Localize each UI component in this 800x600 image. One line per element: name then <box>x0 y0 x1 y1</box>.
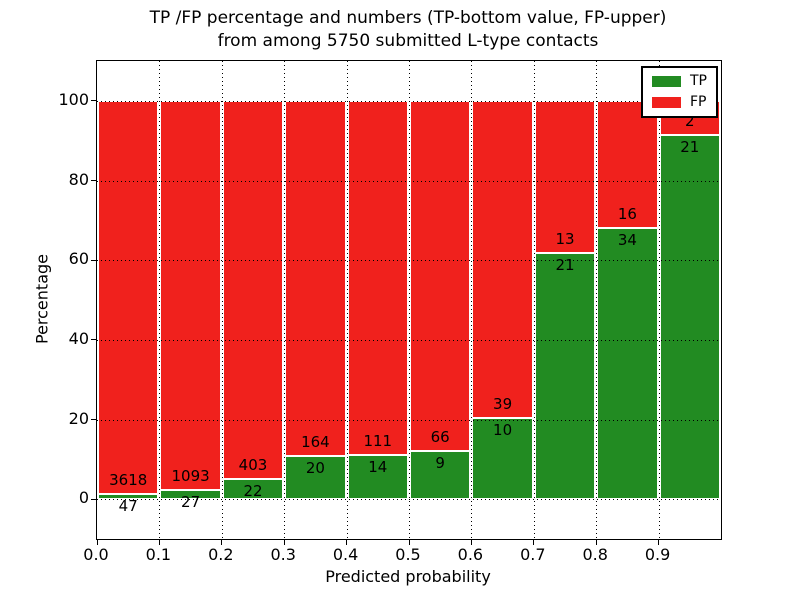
gridline-vertical <box>533 61 535 539</box>
x-axis-tick-labels: 0.0 0.1 0.2 0.3 0.4 0.5 0.6 0.7 0.8 0.9 <box>0 546 800 566</box>
y-axis-tick <box>91 259 96 261</box>
y-tick-label: 0 <box>78 488 89 508</box>
fp-count-label: 111 <box>363 431 393 450</box>
bar-segment-tp <box>659 135 720 500</box>
x-tick-label: 0.7 <box>520 545 546 564</box>
tp-count-label: 22 <box>243 481 263 500</box>
x-tick-label: 0.1 <box>145 545 172 564</box>
y-tick-label: 100 <box>58 89 89 109</box>
chart-title: TP /FP percentage and numbers (TP-bottom… <box>96 7 720 53</box>
x-axis-tick <box>346 540 348 545</box>
gridline-vertical <box>284 61 286 539</box>
y-tick-label: 40 <box>68 328 89 348</box>
bar-segment-tp <box>347 454 408 500</box>
bar-segment-fp <box>98 100 159 495</box>
x-tick-label: 0.6 <box>457 545 484 564</box>
fp-count-label: 16 <box>617 205 637 224</box>
bar-segment-fp <box>597 100 658 229</box>
bar-segment-tp <box>597 228 658 500</box>
bar-segment-fp <box>285 100 346 456</box>
x-axis-tick <box>595 540 597 545</box>
legend-swatch-tp <box>652 75 681 87</box>
gridline-vertical <box>221 61 223 539</box>
fp-count-label: 13 <box>555 230 575 249</box>
x-axis-tick <box>96 540 98 545</box>
y-axis-tick-labels: 0 20 40 60 80 100 <box>0 60 89 538</box>
bar-segment-tp <box>472 417 533 500</box>
x-axis-tick <box>283 540 285 545</box>
legend-item: TP <box>652 74 707 88</box>
fp-count-label: 66 <box>430 428 450 447</box>
tp-count-label: 9 <box>435 454 445 473</box>
x-axis-tick <box>470 540 472 545</box>
bar-segment-fp <box>472 100 533 418</box>
bar-segment-fp <box>534 100 596 254</box>
legend-item: FP <box>652 95 707 109</box>
tp-count-label: 34 <box>617 231 637 250</box>
x-tick-label: 0.4 <box>332 545 359 564</box>
legend: TP FP <box>641 66 718 118</box>
y-tick-label: 20 <box>68 408 89 428</box>
x-tick-label: 0.5 <box>395 545 421 564</box>
x-axis-tick <box>221 540 223 545</box>
bar-segment-fp <box>160 100 221 490</box>
fp-count-label: 2 <box>685 112 695 131</box>
x-tick-label: 0.3 <box>270 545 296 564</box>
gridline-vertical <box>658 61 660 539</box>
chart-title-line2: from among 5750 submitted L-type contact… <box>217 31 599 51</box>
tp-count-label: 14 <box>368 457 388 476</box>
bar-segment-fp <box>410 100 471 452</box>
fp-count-label: 39 <box>493 394 513 413</box>
gridline-vertical <box>346 61 348 539</box>
bar-segment-tp <box>222 478 284 500</box>
tp-count-label: 21 <box>680 138 700 157</box>
x-tick-label: 0.8 <box>582 545 608 564</box>
x-tick-label: 0.2 <box>208 545 234 564</box>
gridline-vertical <box>409 61 410 539</box>
bar-segment-tp <box>410 451 471 500</box>
x-tick-label: 0.9 <box>644 545 671 564</box>
gridline-vertical <box>596 61 598 539</box>
y-axis-tick <box>91 419 96 420</box>
fp-count-label: 164 <box>301 432 330 451</box>
gridline-vertical <box>471 61 473 539</box>
gridline-vertical <box>159 61 161 539</box>
legend-swatch-fp <box>652 96 681 108</box>
bar-segment-tp <box>160 489 221 500</box>
chart-title-line1: TP /FP percentage and numbers (TP-bottom… <box>149 8 667 28</box>
bar-segment-tp <box>285 455 346 500</box>
bar-segment-fp <box>347 100 408 455</box>
y-tick-label: 60 <box>68 249 89 269</box>
bar-segment-tp <box>98 494 159 500</box>
legend-label: TP <box>690 73 707 89</box>
tp-count-label: 27 <box>181 492 201 511</box>
x-axis-tick <box>408 540 410 545</box>
x-tick-label: 0.0 <box>83 545 109 564</box>
x-axis-tick <box>658 540 660 545</box>
fp-count-label: 403 <box>238 455 268 474</box>
x-axis-label: Predicted probability <box>325 567 491 586</box>
tp-count-label: 20 <box>305 458 325 477</box>
tp-count-label: 47 <box>118 497 138 516</box>
plot-area: 3618 47 1093 27 403 22 164 20 111 14 66 9 39 10 13 21 16… <box>91 60 722 545</box>
x-axis-tick <box>533 540 535 545</box>
y-axis-tick <box>91 180 96 181</box>
bar-segment-tp <box>534 253 596 500</box>
fp-count-label: 1093 <box>171 466 210 485</box>
tp-count-label: 10 <box>493 420 513 439</box>
x-axis-tick <box>158 540 160 545</box>
y-axis-tick <box>91 339 96 341</box>
legend-label: FP <box>690 94 707 110</box>
tp-count-label: 21 <box>555 256 575 275</box>
y-tick-label: 80 <box>68 169 89 189</box>
bar-segment-fp <box>222 100 284 479</box>
fp-count-label: 3618 <box>109 471 148 490</box>
y-axis-tick <box>91 498 96 500</box>
y-axis-tick <box>91 100 96 102</box>
